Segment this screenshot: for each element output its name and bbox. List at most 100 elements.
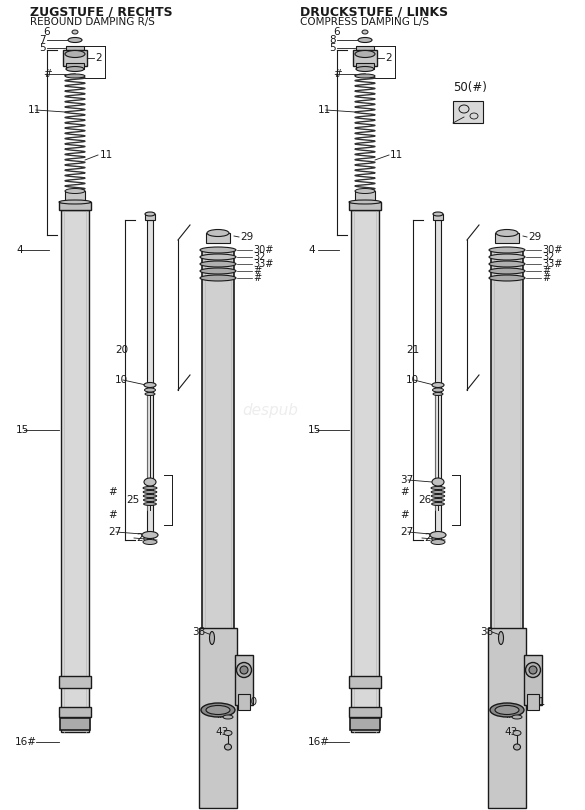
- Ellipse shape: [223, 715, 233, 719]
- Text: 37: 37: [400, 475, 413, 485]
- Ellipse shape: [514, 744, 521, 750]
- Ellipse shape: [362, 30, 368, 34]
- Text: 11: 11: [100, 150, 113, 160]
- Ellipse shape: [432, 478, 444, 486]
- Text: 38: 38: [480, 627, 493, 637]
- Ellipse shape: [431, 491, 445, 493]
- Ellipse shape: [143, 539, 157, 544]
- Ellipse shape: [65, 50, 85, 58]
- Text: 41: 41: [532, 697, 545, 707]
- Ellipse shape: [355, 189, 375, 194]
- Ellipse shape: [432, 382, 444, 387]
- Text: 11: 11: [390, 150, 403, 160]
- Text: 33#: 33#: [253, 259, 273, 269]
- Text: 10: 10: [406, 375, 419, 385]
- Ellipse shape: [489, 254, 525, 260]
- Text: 38: 38: [192, 627, 205, 637]
- Bar: [350, 718, 380, 730]
- Text: 30#: 30#: [253, 245, 273, 255]
- Text: #: #: [333, 69, 342, 79]
- Bar: [495, 233, 519, 243]
- Text: 27: 27: [400, 527, 413, 537]
- Ellipse shape: [489, 261, 525, 267]
- Ellipse shape: [355, 74, 375, 78]
- Bar: [202, 250, 234, 710]
- Bar: [60, 718, 90, 730]
- Text: despub: despub: [242, 403, 298, 417]
- Ellipse shape: [240, 666, 248, 674]
- Ellipse shape: [349, 200, 381, 204]
- Ellipse shape: [201, 703, 235, 717]
- Ellipse shape: [200, 254, 236, 260]
- Ellipse shape: [65, 74, 85, 78]
- Ellipse shape: [59, 200, 91, 204]
- Text: 32: 32: [253, 252, 266, 262]
- Bar: [524, 655, 542, 705]
- Text: 26: 26: [418, 495, 431, 505]
- Ellipse shape: [143, 487, 157, 489]
- Bar: [66, 45, 84, 50]
- Ellipse shape: [355, 50, 375, 58]
- Bar: [351, 210, 379, 732]
- Ellipse shape: [207, 229, 229, 237]
- Bar: [353, 50, 377, 66]
- Bar: [355, 191, 375, 205]
- Bar: [66, 63, 84, 69]
- Text: 2: 2: [385, 53, 391, 63]
- Ellipse shape: [430, 531, 446, 539]
- Ellipse shape: [236, 663, 252, 677]
- Bar: [145, 214, 155, 220]
- Text: 30#: 30#: [542, 245, 562, 255]
- Text: REBOUND DAMPING R/S: REBOUND DAMPING R/S: [30, 17, 155, 27]
- Ellipse shape: [145, 393, 155, 395]
- Ellipse shape: [489, 275, 525, 281]
- Text: 15: 15: [16, 425, 29, 435]
- Ellipse shape: [224, 731, 232, 735]
- Ellipse shape: [513, 731, 521, 735]
- Text: 2: 2: [95, 53, 102, 63]
- Ellipse shape: [144, 382, 156, 387]
- Bar: [435, 220, 441, 540]
- Ellipse shape: [68, 37, 82, 42]
- Text: ZUGSTUFE / RECHTS: ZUGSTUFE / RECHTS: [30, 6, 173, 19]
- Text: 6: 6: [333, 27, 340, 37]
- Ellipse shape: [490, 703, 524, 717]
- Bar: [63, 50, 87, 66]
- Ellipse shape: [143, 494, 157, 497]
- Text: 8: 8: [329, 35, 336, 45]
- Bar: [356, 45, 374, 50]
- Bar: [433, 214, 443, 220]
- Ellipse shape: [145, 212, 155, 216]
- Ellipse shape: [432, 388, 443, 392]
- Bar: [59, 202, 91, 210]
- Ellipse shape: [143, 498, 157, 501]
- Text: 5: 5: [39, 43, 46, 53]
- Ellipse shape: [206, 706, 230, 714]
- Text: 21: 21: [406, 345, 419, 355]
- Text: DRUCKSTUFE / LINKS: DRUCKSTUFE / LINKS: [300, 6, 448, 19]
- Ellipse shape: [200, 275, 236, 281]
- Text: 29: 29: [528, 232, 541, 242]
- Ellipse shape: [65, 202, 85, 207]
- Text: #: #: [43, 69, 51, 79]
- Text: #: #: [400, 487, 409, 497]
- Ellipse shape: [512, 715, 522, 719]
- Text: #: #: [542, 273, 550, 283]
- Text: COMPRESS DAMPING L/S: COMPRESS DAMPING L/S: [300, 17, 429, 27]
- Bar: [349, 676, 381, 688]
- Text: 5: 5: [329, 43, 336, 53]
- Ellipse shape: [355, 202, 375, 207]
- Bar: [61, 210, 89, 732]
- Bar: [59, 707, 91, 717]
- Text: 43: 43: [504, 727, 517, 737]
- Text: 50(#): 50(#): [453, 82, 487, 95]
- Text: 10: 10: [115, 375, 128, 385]
- Text: #: #: [253, 273, 261, 283]
- Ellipse shape: [525, 663, 541, 677]
- Text: #: #: [253, 266, 261, 276]
- Bar: [238, 694, 250, 710]
- Text: 11: 11: [28, 105, 42, 115]
- Ellipse shape: [496, 229, 518, 237]
- Bar: [488, 628, 526, 808]
- Text: #: #: [542, 266, 550, 276]
